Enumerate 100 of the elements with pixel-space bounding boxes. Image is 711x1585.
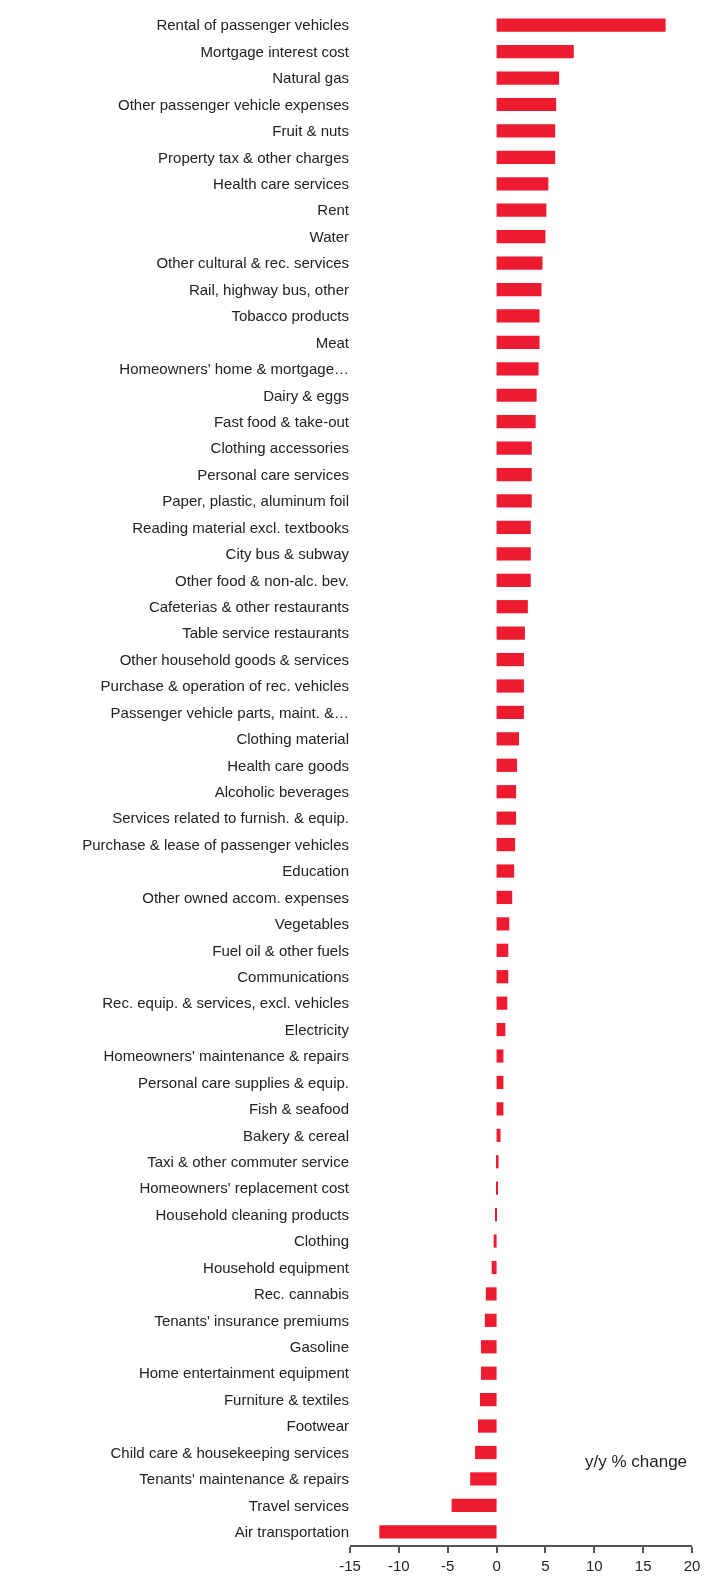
bar: [491, 1260, 497, 1275]
bar: [496, 177, 549, 191]
y-tick-label: Rec. cannabis: [253, 1285, 349, 1303]
y-tick-label: Household equipment: [203, 1258, 350, 1276]
y-tick-label: City bus & subway: [225, 545, 350, 563]
bar: [496, 1102, 504, 1116]
bar: [496, 837, 516, 852]
bar: [496, 811, 517, 825]
y-tick-label: Alcoholic beverages: [214, 782, 349, 800]
y-tick-label: Travel services: [248, 1496, 349, 1514]
y-tick-label: Personal care services: [197, 465, 349, 483]
y-tick-label: Air transportation: [234, 1523, 349, 1541]
bar: [496, 150, 556, 164]
bar: [496, 282, 542, 297]
y-tick-label: Child care & housekeeping services: [110, 1443, 349, 1461]
bar: [496, 362, 539, 376]
y-tick-label: Cafeterias & other restaurants: [148, 597, 349, 615]
y-tick-label: Footwear: [286, 1417, 349, 1435]
bar: [496, 705, 524, 720]
y-tick-label: Homeowners' maintenance & repairs: [103, 1047, 349, 1065]
bar: [496, 626, 525, 640]
y-tick-label: Electricity: [284, 1020, 350, 1038]
bar: [496, 415, 536, 429]
bar: [470, 1472, 497, 1486]
bar: [496, 388, 537, 402]
bar: [496, 441, 532, 455]
x-tick-label: 10: [585, 1557, 603, 1574]
bar: [480, 1366, 497, 1380]
bar: [478, 1419, 497, 1433]
y-tick-label: Fuel oil & other fuels: [212, 941, 349, 959]
y-tick-label: Other household goods & services: [119, 650, 349, 668]
bar: [496, 547, 531, 561]
y-tick-label: Dairy & eggs: [263, 386, 349, 404]
y-tick-label: Tenants' insurance premiums: [154, 1311, 349, 1329]
y-tick-label: Clothing accessories: [210, 439, 349, 457]
y-tick-label: Water: [309, 227, 349, 245]
bar: [496, 230, 546, 244]
y-tick-label: Rental of passenger vehicles: [156, 16, 349, 34]
y-tick-label: Rec. equip. & services, excl. vehicles: [102, 994, 349, 1012]
x-tick-label: -10: [388, 1557, 410, 1574]
y-tick-label: Other passenger vehicle expenses: [118, 95, 349, 113]
bar: [496, 1049, 504, 1063]
x-tick-label: 0: [492, 1557, 501, 1574]
bar: [496, 917, 510, 931]
bar: [496, 45, 574, 59]
annotation: y/y % change: [585, 1452, 688, 1471]
bar: [496, 785, 517, 799]
y-tick-label: Tenants' maintenance & repairs: [139, 1470, 349, 1488]
y-tick-label: Other food & non-alc. bev.: [175, 571, 349, 589]
x-tick-label: 15: [634, 1557, 652, 1574]
x-tick-label: -5: [441, 1557, 455, 1574]
bar: [496, 494, 532, 508]
bar: [496, 890, 513, 905]
y-tick-label: Other cultural & rec. services: [156, 254, 349, 272]
y-tick-label: Communications: [237, 967, 349, 985]
y-tick-label: Meat: [315, 333, 350, 351]
y-tick-label: Clothing material: [236, 730, 349, 748]
y-tick-label: Passenger vehicle parts, maint. &…: [110, 703, 349, 721]
y-tick-label: Property tax & other charges: [158, 148, 349, 166]
bar: [496, 18, 666, 32]
y-tick-label: Homeowners' replacement cost: [139, 1179, 350, 1197]
bar: [493, 1234, 497, 1248]
bar: [496, 71, 560, 85]
bar: [496, 652, 524, 667]
bar: [485, 1287, 497, 1301]
bar: [475, 1445, 497, 1460]
y-tick-label: Services related to furnish. & equip.: [112, 809, 349, 827]
y-tick-label: Tobacco products: [231, 307, 349, 325]
bar: [496, 1155, 499, 1169]
y-tick-label: Other owned accom. expenses: [142, 888, 349, 906]
y-tick-label: Furniture & textiles: [223, 1390, 349, 1408]
y-tick-label: Fruit & nuts: [272, 122, 349, 140]
bar: [496, 864, 515, 878]
y-tick-label: Natural gas: [272, 69, 349, 87]
bar: [496, 124, 556, 138]
bar: [379, 1525, 497, 1539]
x-tick-label: 20: [683, 1557, 701, 1574]
y-tick-label: Fish & seafood: [248, 1100, 349, 1118]
bar: [480, 1340, 497, 1354]
bar: [496, 203, 547, 217]
y-tick-label: Purchase & lease of passenger vehicles: [82, 835, 349, 853]
y-tick-label: Fast food & take-out: [213, 412, 350, 430]
y-tick-label: Bakery & cereal: [243, 1126, 349, 1144]
y-tick-label: Household cleaning products: [155, 1205, 349, 1223]
bar: [496, 758, 518, 772]
bar: [496, 996, 508, 1010]
bar: [496, 679, 524, 693]
bar: [484, 1313, 497, 1327]
y-tick-label: Personal care supplies & equip.: [138, 1073, 349, 1091]
y-tick-label: Vegetables: [274, 915, 349, 933]
bar: [496, 520, 531, 535]
bar: [496, 732, 520, 746]
y-tick-label: Purchase & operation of rec. vehicles: [100, 677, 349, 695]
bar: [496, 309, 540, 323]
bar: [496, 600, 528, 614]
y-tick-label: Clothing: [293, 1232, 349, 1250]
bar: [496, 970, 509, 984]
y-tick-label: Taxi & other commuter service: [147, 1153, 349, 1170]
y-tick-label: Education: [282, 862, 349, 880]
bar: [451, 1498, 497, 1512]
